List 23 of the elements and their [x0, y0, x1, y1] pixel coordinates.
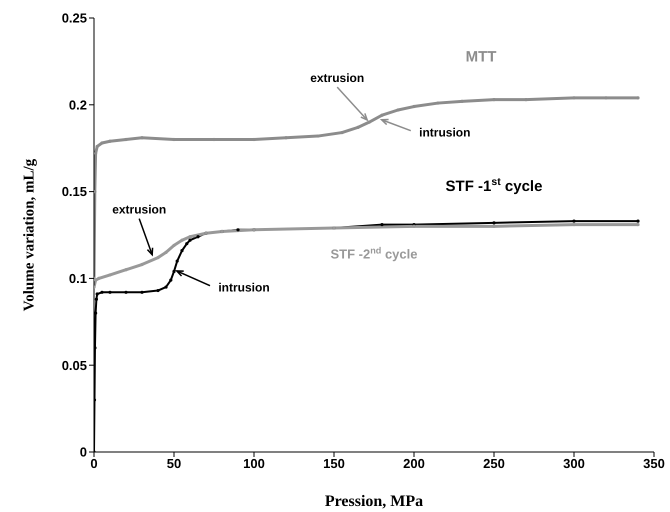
- y-axis-title: Volume variation, mL/g: [21, 158, 38, 312]
- x-tick-label: 250: [483, 456, 505, 472]
- y-tick-label: 0.25: [62, 10, 87, 26]
- x-tick-label: 100: [243, 456, 265, 472]
- x-tick-label: 300: [563, 456, 585, 472]
- annotation: extrusion: [310, 71, 364, 86]
- x-tick-label: 200: [403, 456, 425, 472]
- text: MTT: [466, 48, 496, 66]
- annotation: extrusion: [112, 202, 166, 217]
- annotation: intrusion: [218, 280, 270, 295]
- x-tick-label: 150: [323, 456, 345, 472]
- y-tick-label: 0: [80, 444, 87, 460]
- y-tick-label: 0.2: [68, 97, 87, 112]
- y-tick-label: 0.15: [62, 184, 87, 200]
- y-tick-label: 0.1: [68, 271, 87, 286]
- x-tick-label: 50: [166, 456, 182, 472]
- y-tick-label: 0.05: [62, 358, 87, 373]
- x-axis-title: Pression, MPa: [324, 493, 424, 510]
- x-tick-label: 0: [90, 456, 98, 472]
- x-tick-label: 350: [643, 456, 665, 472]
- series-label: STF -2$^{nd}$ cycle: [330, 245, 418, 262]
- series-label: STF -1$^{st}$ cycle: [446, 176, 542, 195]
- annotation: intrusion: [419, 126, 470, 140]
